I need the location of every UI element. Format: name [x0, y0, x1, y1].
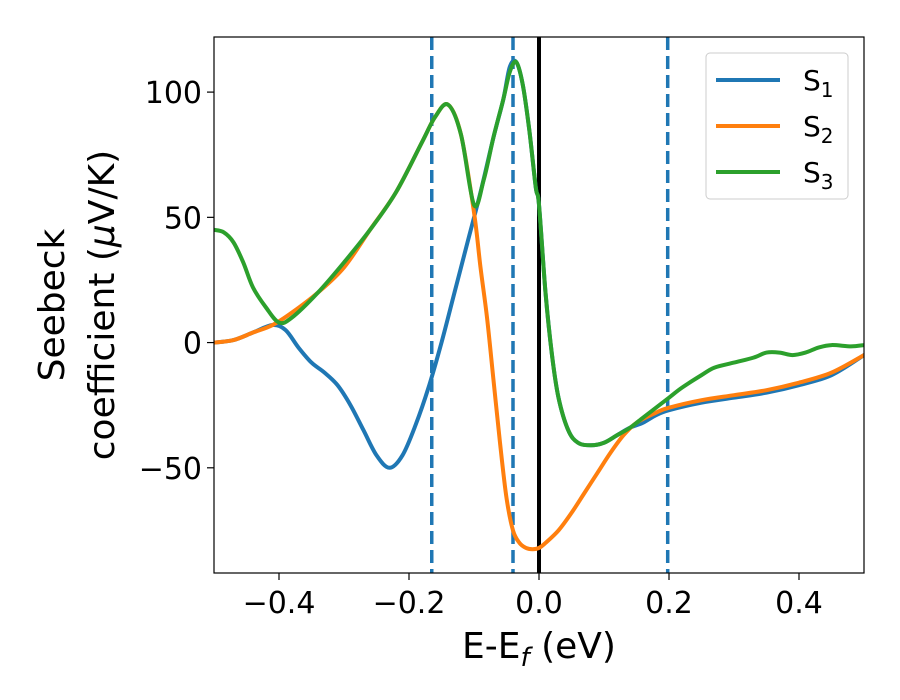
- x-tick-label: −0.4: [243, 586, 316, 621]
- x-tick-label: −0.2: [373, 586, 446, 621]
- y-tick-label: 100: [145, 76, 202, 111]
- series-line-s3: [214, 59, 864, 448]
- vertical-reference-lines: [430, 37, 670, 573]
- series-group: [214, 58, 864, 552]
- legend-label-s2: S2: [803, 110, 834, 148]
- y-axis-title-line2: coefficient (μV/K): [82, 150, 123, 460]
- y-tick-label: 50: [164, 201, 202, 236]
- x-tick-label: 0.2: [645, 586, 693, 621]
- y-tick-label: 0: [183, 327, 202, 362]
- x-tick-label: 0.4: [775, 586, 823, 621]
- y-axis-title-line1: Seebeck: [32, 228, 73, 381]
- y-axis-ticks: −50 0 50 100: [139, 76, 214, 487]
- legend: S1 S2 S3: [705, 52, 849, 200]
- x-axis-title: E-Ef (eV): [462, 626, 616, 673]
- x-axis-ticks: −0.4 −0.2 0.0 0.2 0.4: [243, 573, 823, 621]
- y-tick-label: −50: [139, 452, 202, 487]
- x-tick-label: 0.0: [515, 586, 563, 621]
- y-axis-title: Seebeck coefficient (μV/K): [32, 150, 123, 460]
- legend-label-s1: S1: [803, 64, 834, 102]
- legend-label-s3: S3: [803, 156, 834, 194]
